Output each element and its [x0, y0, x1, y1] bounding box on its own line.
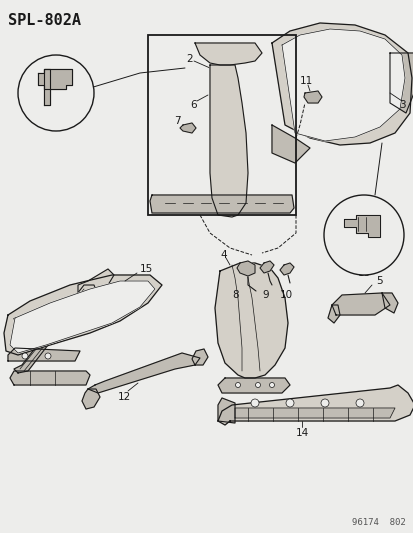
Text: 9: 9	[261, 290, 268, 300]
Polygon shape	[10, 281, 154, 353]
Polygon shape	[78, 269, 114, 295]
Circle shape	[323, 195, 403, 275]
Polygon shape	[281, 29, 404, 141]
Polygon shape	[8, 348, 80, 361]
Polygon shape	[271, 125, 309, 163]
Text: 12: 12	[118, 392, 131, 402]
Text: 11: 11	[299, 76, 313, 86]
Circle shape	[45, 353, 51, 359]
Polygon shape	[14, 285, 98, 373]
Polygon shape	[150, 195, 293, 213]
Polygon shape	[271, 23, 411, 145]
Polygon shape	[195, 43, 261, 65]
Text: 13: 13	[356, 268, 370, 278]
Text: 10: 10	[279, 290, 292, 300]
Polygon shape	[381, 293, 397, 313]
Polygon shape	[192, 349, 207, 365]
Polygon shape	[88, 353, 199, 393]
Polygon shape	[303, 91, 321, 103]
Circle shape	[18, 55, 94, 131]
Text: 7: 7	[173, 116, 180, 126]
Polygon shape	[235, 408, 394, 418]
Polygon shape	[331, 293, 389, 315]
Polygon shape	[389, 53, 413, 113]
Circle shape	[250, 399, 259, 407]
Polygon shape	[236, 261, 254, 276]
Circle shape	[320, 399, 328, 407]
Circle shape	[355, 399, 363, 407]
Polygon shape	[218, 378, 289, 393]
Polygon shape	[218, 385, 413, 425]
Circle shape	[235, 383, 240, 387]
Polygon shape	[82, 389, 100, 409]
Text: 6: 6	[190, 100, 196, 110]
Text: SPL-802A: SPL-802A	[8, 13, 81, 28]
Text: 16: 16	[42, 112, 54, 122]
Text: 2: 2	[185, 54, 192, 64]
Polygon shape	[279, 263, 293, 275]
Polygon shape	[343, 215, 379, 237]
Text: 4: 4	[219, 250, 226, 260]
Circle shape	[22, 353, 28, 359]
Polygon shape	[4, 275, 161, 355]
Text: 14: 14	[294, 428, 308, 438]
Polygon shape	[10, 371, 90, 385]
Polygon shape	[38, 69, 72, 89]
Circle shape	[255, 383, 260, 387]
Polygon shape	[259, 261, 273, 273]
Circle shape	[285, 399, 293, 407]
Text: 96174  802: 96174 802	[351, 518, 405, 527]
Text: 1: 1	[12, 318, 19, 328]
Text: 8: 8	[231, 290, 238, 300]
Polygon shape	[180, 123, 195, 133]
Polygon shape	[209, 65, 247, 217]
Polygon shape	[214, 263, 287, 378]
Circle shape	[269, 383, 274, 387]
Text: 5: 5	[375, 276, 382, 286]
Polygon shape	[44, 69, 50, 105]
Text: 3: 3	[399, 100, 405, 110]
Polygon shape	[218, 398, 235, 423]
Text: 15: 15	[140, 264, 153, 274]
Polygon shape	[327, 305, 339, 323]
